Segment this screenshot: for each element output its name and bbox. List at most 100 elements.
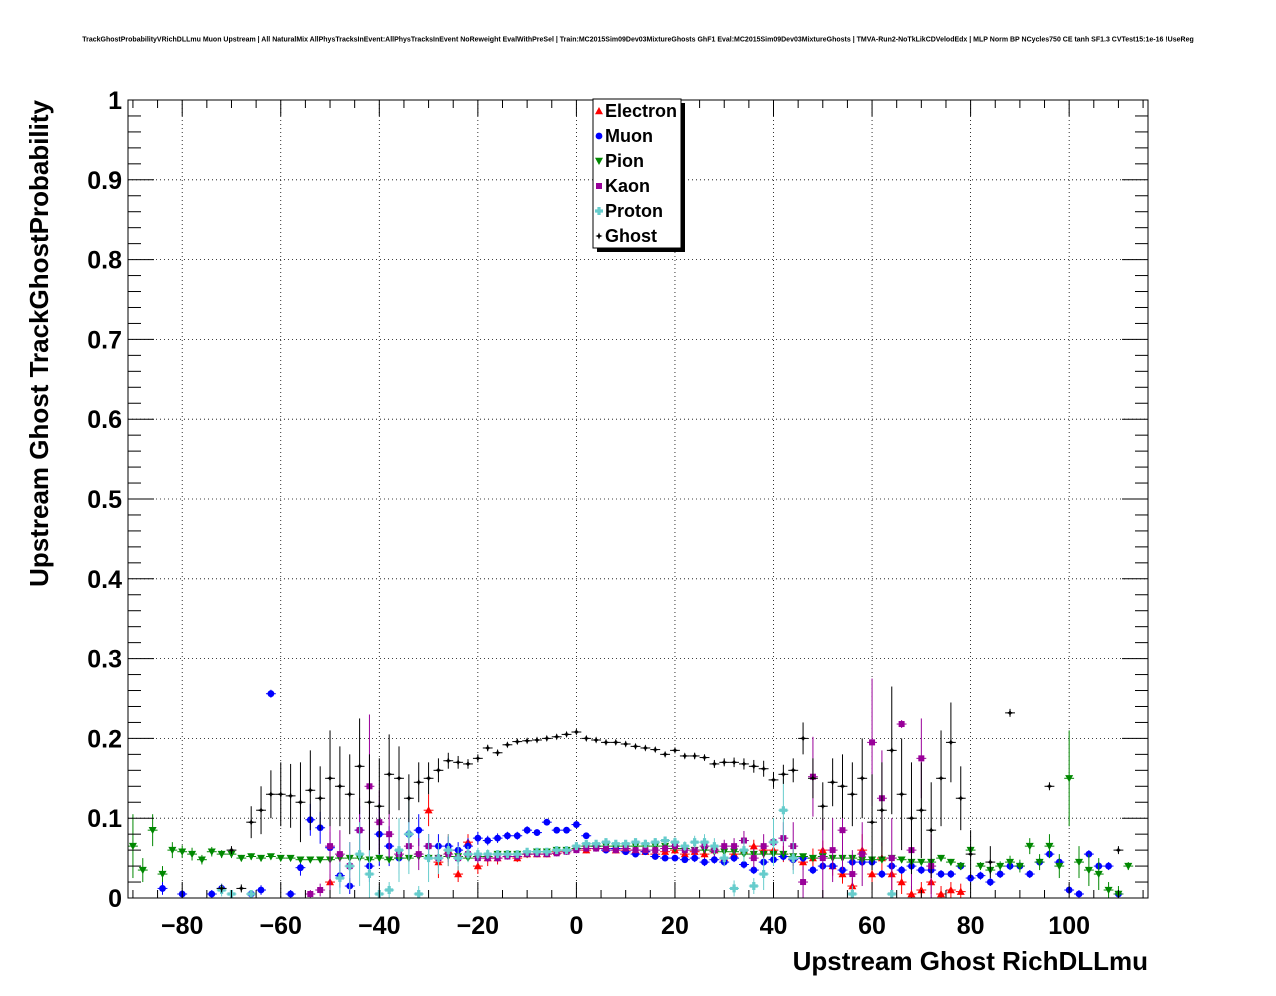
data-point <box>877 856 886 864</box>
series-proton <box>216 778 897 899</box>
data-point <box>168 846 177 855</box>
data-point <box>612 738 620 746</box>
data-point <box>473 850 482 859</box>
data-point <box>690 838 699 847</box>
data-point <box>503 741 511 749</box>
series-pion <box>128 730 1134 899</box>
data-point <box>306 786 314 794</box>
data-point <box>287 890 295 898</box>
data-point <box>661 750 669 758</box>
data-point <box>720 758 728 766</box>
data-point <box>720 854 729 863</box>
legend-box <box>592 98 682 249</box>
data-point <box>592 839 601 848</box>
legend-marker <box>595 157 603 165</box>
data-point <box>307 891 314 898</box>
data-point <box>1045 842 1054 851</box>
data-point <box>917 866 925 874</box>
legend-marker <box>595 232 603 240</box>
data-point <box>257 806 265 814</box>
data-point <box>917 858 926 867</box>
x-tick-label: −20 <box>457 912 499 940</box>
data-point <box>316 856 325 864</box>
data-point <box>434 766 442 774</box>
data-point <box>582 734 590 742</box>
data-point <box>749 882 758 891</box>
data-point <box>977 872 984 880</box>
data-point <box>513 738 521 746</box>
data-point <box>819 802 827 810</box>
data-point <box>1045 782 1053 790</box>
data-point <box>986 858 994 866</box>
data-point <box>1105 862 1112 870</box>
data-point <box>494 749 502 757</box>
data-point <box>1015 862 1024 871</box>
data-point <box>317 887 324 894</box>
data-point <box>1075 858 1084 867</box>
data-point <box>266 853 275 861</box>
data-point <box>375 802 383 810</box>
data-point <box>632 847 639 854</box>
data-point <box>1006 709 1014 717</box>
y-tick-label: 0.2 <box>87 725 122 753</box>
data-point <box>464 850 472 859</box>
data-point <box>641 839 650 848</box>
data-point <box>651 853 659 860</box>
data-point <box>897 856 906 864</box>
data-point <box>217 850 226 859</box>
data-point <box>247 818 255 826</box>
legend-label: Muon <box>605 126 653 146</box>
data-point <box>593 845 600 852</box>
data-point <box>346 790 354 798</box>
data-point <box>562 846 571 855</box>
data-point <box>395 846 404 855</box>
data-point <box>868 818 876 826</box>
data-point <box>868 870 877 878</box>
data-point <box>335 874 344 883</box>
data-point <box>208 890 216 898</box>
data-point <box>750 762 758 770</box>
data-point <box>207 848 216 856</box>
data-point <box>356 762 364 770</box>
data-point <box>385 770 393 778</box>
data-point <box>917 886 926 894</box>
data-point <box>316 794 324 802</box>
data-point <box>809 774 817 782</box>
data-point <box>582 832 590 840</box>
data-point <box>859 851 866 858</box>
data-point <box>365 798 373 806</box>
data-point <box>946 886 955 894</box>
data-point <box>336 851 343 858</box>
data-point <box>503 850 512 859</box>
data-point <box>159 885 166 892</box>
x-tick-label: −40 <box>358 912 400 940</box>
data-point <box>878 806 886 814</box>
data-point <box>1026 870 1034 878</box>
data-point <box>996 870 1004 878</box>
data-point <box>227 846 236 854</box>
data-point <box>946 858 955 867</box>
y-tick-label: 0.6 <box>87 406 122 434</box>
data-point <box>513 832 521 840</box>
data-point <box>769 838 778 847</box>
data-point <box>986 878 994 886</box>
data-point <box>267 790 275 798</box>
series-muon <box>157 689 1124 898</box>
data-point <box>327 843 334 850</box>
data-point <box>927 826 935 834</box>
data-point <box>1104 886 1113 895</box>
data-point <box>631 742 640 750</box>
data-point <box>306 856 315 864</box>
data-point <box>937 774 945 782</box>
data-point <box>800 879 807 886</box>
data-point <box>918 755 925 762</box>
data-point <box>730 854 738 862</box>
y-axis-title: Upstream Ghost TrackGhostProbability <box>24 99 54 586</box>
x-axis-ticks: −80 −60 −40 −20 0 20 40 60 80 100 <box>132 100 1144 940</box>
data-point <box>395 774 403 782</box>
y-tick-label: 0.3 <box>87 646 122 674</box>
data-point <box>789 854 798 863</box>
data-point <box>829 778 837 786</box>
data-point <box>888 855 895 862</box>
data-point <box>277 790 285 798</box>
